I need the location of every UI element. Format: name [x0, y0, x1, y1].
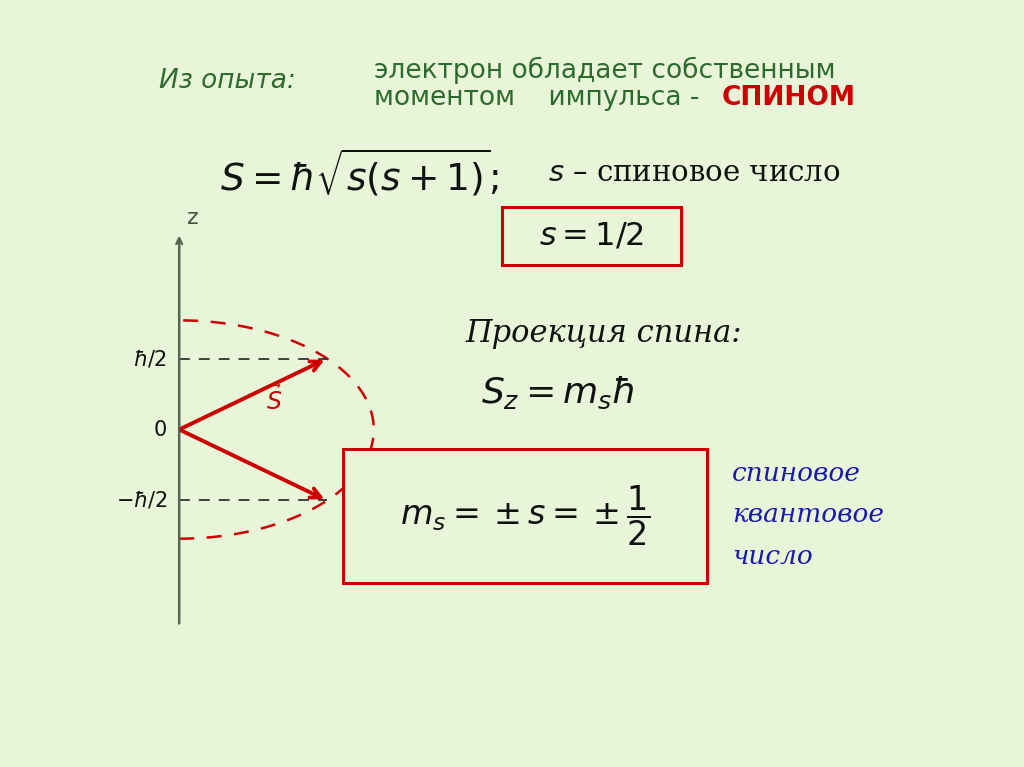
Text: $s$ – спиновое число: $s$ – спиновое число [548, 159, 841, 186]
Text: $S = \hbar\sqrt{s(s+1)};$: $S = \hbar\sqrt{s(s+1)};$ [220, 146, 500, 199]
Text: квантовое: квантовое [732, 502, 884, 527]
Text: СПИНОМ: СПИНОМ [722, 85, 856, 111]
Text: $-\hbar/2$: $-\hbar/2$ [116, 490, 167, 511]
Text: $s = 1/2$: $s = 1/2$ [539, 220, 644, 252]
Text: электрон обладает собственным: электрон обладает собственным [374, 57, 836, 84]
Text: $\vec{S}$: $\vec{S}$ [266, 386, 283, 415]
Text: $\hbar/2$: $\hbar/2$ [133, 348, 167, 369]
Text: $0$: $0$ [153, 420, 167, 439]
Text: число: число [732, 544, 813, 569]
Text: z: z [187, 209, 199, 229]
Bar [343, 449, 707, 583]
Text: Проекция спина:: Проекция спина: [466, 318, 742, 349]
Bar [502, 207, 681, 265]
Text: $m_s = \pm s = \pm\dfrac{1}{2}$: $m_s = \pm s = \pm\dfrac{1}{2}$ [399, 484, 650, 548]
Text: Из опыта:: Из опыта: [159, 67, 296, 94]
Text: спиновое: спиновое [732, 461, 861, 486]
Text: $S_z = m_s\hbar$: $S_z = m_s\hbar$ [481, 374, 635, 411]
Text: моментом    импульса -: моментом импульса - [374, 85, 708, 111]
